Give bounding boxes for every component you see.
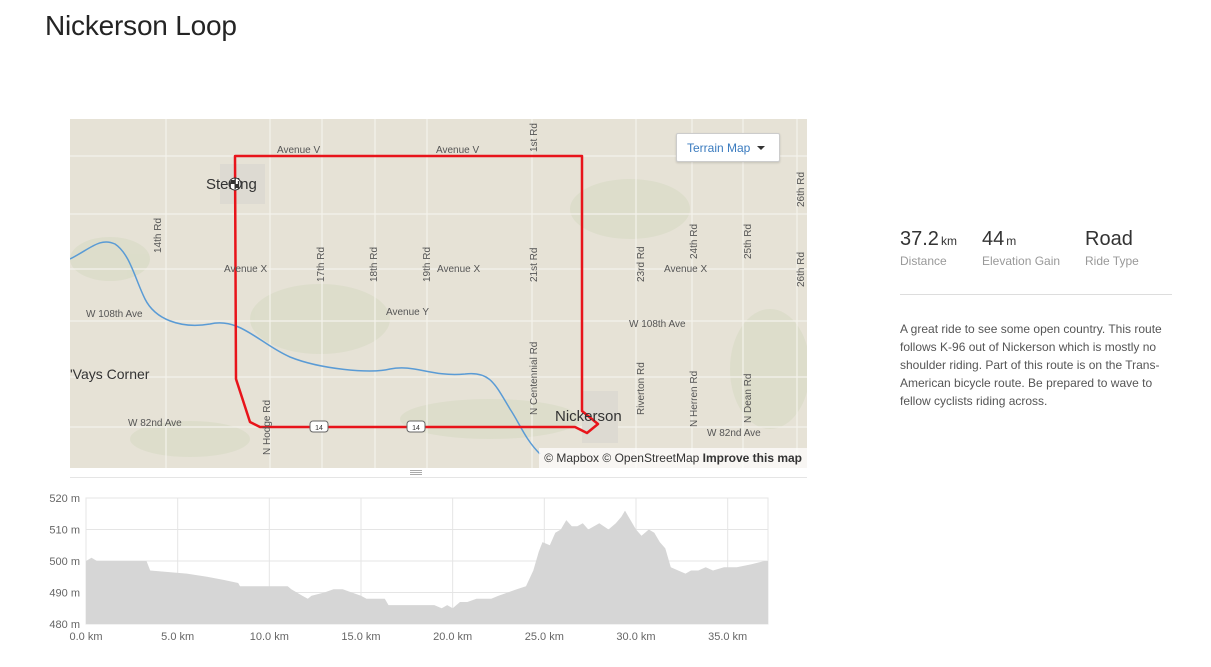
place-label: 'Vays Corner: [70, 366, 150, 382]
page-title: Nickerson Loop: [45, 10, 237, 41]
road-label: N Centennial Rd: [529, 341, 540, 415]
x-tick-label: 10.0 km: [250, 631, 289, 643]
osm-credit-link[interactable]: © OpenStreetMap: [602, 451, 700, 465]
x-tick-label: 5.0 km: [161, 631, 194, 643]
road-label: W 82nd Ave: [707, 428, 761, 439]
road-label: 21st Rd: [529, 247, 540, 282]
mapbox-credit-link[interactable]: © Mapbox: [544, 451, 600, 465]
map-canvas[interactable]: 14 14: [70, 119, 807, 468]
road-label: 26th Rd: [796, 251, 807, 287]
road-label: 18th Rd: [369, 246, 380, 282]
road-label: 23rd Rd: [636, 246, 647, 282]
map-style-label: Terrain Map: [687, 140, 751, 155]
highway-shield-label: 14: [315, 425, 323, 432]
road-label: N Hodge Rd: [262, 399, 273, 455]
town-label-sterling: Sterling: [206, 176, 257, 193]
road-label: Avenue V: [277, 145, 321, 156]
route-description: A great ride to see some open country. T…: [900, 322, 1162, 408]
town-label-nickerson: Nickerson: [555, 408, 622, 425]
stat-elevation-value: 44: [982, 228, 1005, 250]
route-map[interactable]: 14 14 Avenue V Avenue V Sterling Avenue …: [70, 119, 807, 468]
improve-map-link[interactable]: Improve this map: [702, 451, 802, 465]
map-resize-handle[interactable]: [70, 468, 807, 478]
caret-down-icon: [757, 146, 765, 150]
x-axis: 0.0 km 5.0 km 10.0 km 15.0 km 20.0 km 25.0 km…: [69, 631, 747, 643]
highway-shield-label: 14: [412, 425, 420, 432]
stat-elevation-unit: m: [1006, 234, 1017, 248]
highway-shield-icon: [309, 420, 329, 433]
stat-ride-type-label: Ride Type: [1085, 254, 1139, 268]
sterling-town-area: [220, 164, 265, 204]
grip-icon: [410, 470, 422, 475]
highway-shield-icon: [406, 420, 426, 433]
road-label: W 108th Ave: [86, 309, 143, 320]
x-tick-label: 30.0 km: [616, 631, 655, 643]
road-grid: [70, 119, 807, 468]
road-label: 25th Rd: [743, 223, 754, 259]
stat-distance-value: 37.2: [900, 228, 939, 250]
x-tick-label: 20.0 km: [433, 631, 472, 643]
elevation-area: [86, 510, 768, 624]
stat-distance-unit: km: [940, 234, 957, 248]
stat-distance-label: Distance: [900, 254, 947, 268]
road-label: 17th Rd: [316, 246, 327, 282]
x-tick-label: 0.0 km: [69, 631, 102, 643]
road-label: Avenue X: [437, 264, 481, 275]
terrain-shading: [70, 179, 807, 457]
y-tick-label: 480 m: [49, 619, 80, 631]
map-style-dropdown[interactable]: Terrain Map: [676, 133, 780, 162]
road-label: Avenue X: [664, 264, 708, 275]
divider: [900, 294, 1172, 295]
road-label: 26th Rd: [796, 171, 807, 207]
y-tick-label: 500 m: [49, 556, 80, 568]
road-label: W 82nd Ave: [128, 418, 182, 429]
y-tick-label: 520 m: [49, 493, 80, 505]
road-label: Avenue Y: [386, 307, 430, 318]
map-attribution: © Mapbox © OpenStreetMap Improve this ma…: [539, 448, 807, 468]
road-label: N Dean Rd: [743, 373, 754, 423]
checker-icon: [231, 180, 235, 184]
y-axis: 480 m 490 m 500 m 510 m 520 m: [49, 493, 80, 631]
arkansas-river: [70, 241, 541, 455]
x-tick-label: 25.0 km: [525, 631, 564, 643]
road-label: W 108th Ave: [629, 319, 686, 330]
road-label: 19th Rd: [422, 246, 433, 282]
stat-ride-type-value: Road: [1085, 228, 1133, 250]
x-tick-label: 35.0 km: [708, 631, 747, 643]
stat-elevation-label: Elevation Gain: [982, 254, 1061, 268]
x-tick-label: 15.0 km: [341, 631, 380, 643]
y-tick-label: 490 m: [49, 588, 80, 600]
road-label: 14th Rd: [153, 217, 164, 253]
road-label: Avenue V: [436, 145, 480, 156]
road-label: Riverton Rd: [636, 362, 647, 415]
stat-distance: 37.2 km Distance: [900, 228, 957, 268]
checker-icon: [235, 184, 239, 188]
road-label: Avenue X: [224, 264, 268, 275]
elevation-profile-chart[interactable]: 480 m 490 m 500 m 510 m 520 m 0.0 km 5.0 km 10…: [30, 488, 780, 648]
stat-elevation: 44 m Elevation Gain: [982, 228, 1060, 268]
road-label: N Herren Rd: [689, 370, 700, 427]
stat-ride-type: Road Ride Type: [1085, 228, 1139, 268]
road-label: 1st Rd: [529, 123, 540, 152]
y-tick-label: 510 m: [49, 525, 80, 537]
road-label: 24th Rd: [689, 223, 700, 259]
route-line[interactable]: [233, 154, 600, 435]
